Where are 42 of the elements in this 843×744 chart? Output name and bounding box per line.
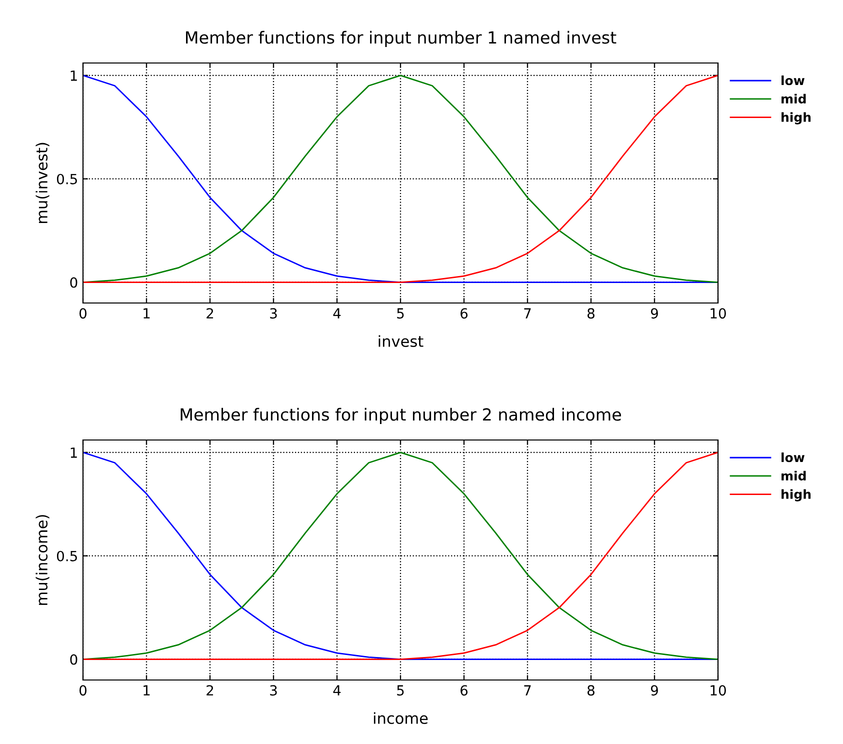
y-tick-label: 1 (70, 448, 77, 458)
x-tick-label: 7 (524, 685, 531, 696)
y-tick-label: 1 (70, 70, 77, 81)
x-tick-label: 4 (333, 308, 341, 318)
y-axis-title: mu(income) (36, 515, 50, 605)
y-tick-label: 0.5 (56, 550, 77, 562)
x-tick-label: 4 (333, 685, 341, 696)
x-tick-label: 1 (144, 308, 150, 318)
legend-label: mid (782, 94, 806, 104)
chart-title: Member functions for input number 2 named income (180, 408, 621, 424)
x-axis-title: income (374, 712, 428, 724)
legend-label: low (782, 76, 804, 86)
chart-title: Member functions for input number 1 named invest (186, 30, 616, 48)
x-tick-label: 9 (650, 308, 658, 319)
x-tick-label: 8 (588, 308, 594, 319)
line-series (83, 452, 718, 660)
legend-label: low (782, 452, 804, 462)
x-tick-label: 3 (270, 685, 277, 696)
y-tick-label: 0 (70, 277, 78, 288)
x-tick-label: 10 (710, 308, 726, 319)
x-tick-label: 6 (460, 308, 468, 319)
x-tick-label: 5 (397, 685, 404, 696)
x-tick-label: 0 (79, 685, 86, 696)
x-tick-label: 5 (397, 308, 404, 319)
x-tick-label: 10 (710, 685, 726, 696)
x-tick-label: 6 (460, 685, 468, 696)
x-tick-label: 9 (650, 685, 658, 696)
x-tick-label: 2 (206, 685, 214, 696)
x-axis-title: invest (378, 335, 424, 348)
legend-label: high (782, 112, 811, 124)
x-tick-label: 0 (79, 308, 86, 319)
legend-label: high (782, 489, 811, 502)
x-tick-label: 3 (270, 308, 277, 319)
y-axis-title: mu(invest) (36, 142, 50, 224)
legend-label: mid (782, 470, 806, 481)
y-tick-label: 0.5 (56, 174, 77, 184)
x-tick-label: 1 (144, 685, 150, 696)
y-tick-label: 0 (70, 654, 78, 665)
x-tick-label: 2 (206, 308, 214, 318)
x-tick-label: 7 (524, 308, 531, 318)
x-tick-label: 8 (588, 685, 594, 696)
line-series (83, 74, 718, 284)
